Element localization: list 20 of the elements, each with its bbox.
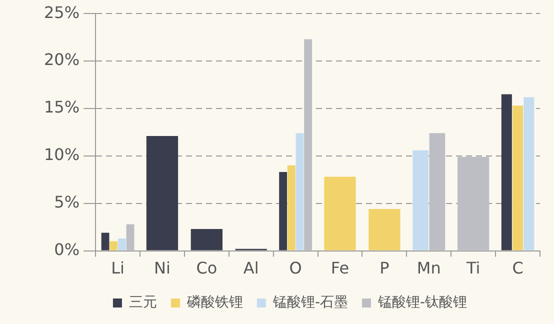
x-tick-label: Co bbox=[196, 258, 218, 278]
y-tick-label: 15% bbox=[44, 98, 80, 117]
y-tick-label: 0% bbox=[54, 240, 80, 259]
x-tick-label: Mn bbox=[416, 258, 441, 278]
legend-label: 锰酸锂-石墨 bbox=[272, 294, 348, 311]
x-tick-label: Ti bbox=[465, 258, 480, 278]
x-tick-label: P bbox=[380, 258, 390, 278]
x-tick-label: C bbox=[512, 258, 524, 278]
y-tick-label: 20% bbox=[44, 50, 80, 70]
legend-label: 磷酸铁锂 bbox=[186, 294, 243, 311]
x-tick-label: Al bbox=[243, 258, 259, 278]
x-tick-label: Fe bbox=[330, 258, 350, 278]
y-tick-label: 5% bbox=[54, 192, 80, 212]
x-tick-label: Li bbox=[111, 258, 124, 278]
x-tick-label: Ni bbox=[154, 258, 170, 278]
legend-label: 锰酸锂-钛酸锂 bbox=[377, 294, 468, 311]
y-tick-label: 10% bbox=[44, 145, 80, 164]
legend-label: 三元 bbox=[128, 294, 157, 311]
y-tick-label: 25% bbox=[44, 2, 80, 22]
x-tick-label: O bbox=[289, 258, 302, 278]
